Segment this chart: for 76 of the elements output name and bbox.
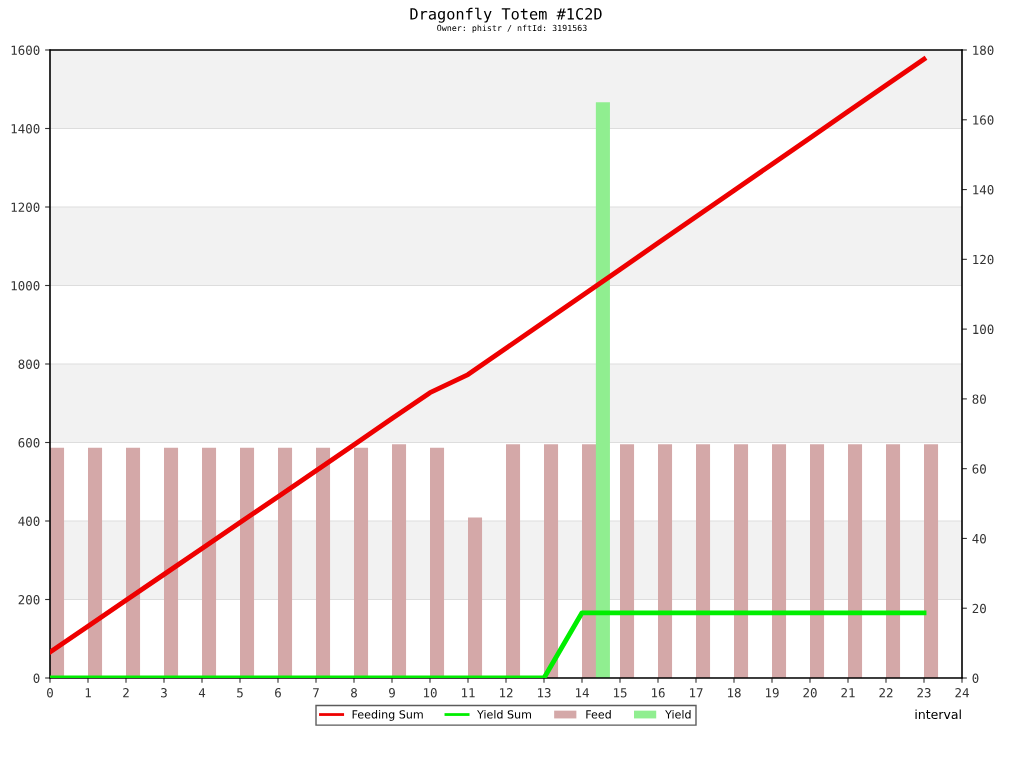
bar: [734, 444, 749, 678]
y-tick-label: 1000: [11, 281, 40, 291]
bar: [202, 447, 217, 678]
x-tick-label: 15: [613, 688, 627, 698]
y2-tick-label: 160: [973, 115, 994, 125]
x-tick-label: 16: [651, 688, 665, 698]
x-tick-label: 11: [461, 688, 475, 698]
bar: [430, 447, 445, 678]
bar: [354, 447, 369, 678]
y-tick-label: 1200: [11, 202, 40, 212]
y-tick-label: 400: [18, 516, 40, 526]
y-tick-label: 600: [18, 438, 40, 448]
bar: [392, 444, 407, 678]
x-tick-label: 18: [727, 688, 741, 698]
y2-tick-label: 140: [973, 185, 994, 195]
x-tick-label: 2: [123, 688, 129, 698]
bar: [772, 444, 787, 678]
x-tick-label: 21: [841, 688, 855, 698]
legend-label: Feeding Sum: [352, 709, 423, 721]
bar: [468, 517, 483, 678]
x-tick-label: 24: [955, 688, 969, 698]
y-tick-label: 1600: [11, 45, 40, 55]
x-tick-label: 22: [879, 688, 893, 698]
bar: [658, 444, 673, 678]
x-tick-label: 12: [499, 688, 513, 698]
x-tick-label: 6: [275, 688, 281, 698]
y2-tick-label: 40: [972, 533, 986, 544]
line-series: [50, 56, 927, 655]
bar: [810, 444, 825, 678]
legend-label: Feed: [586, 709, 611, 719]
y-tick-label: 800: [18, 359, 40, 369]
bar: [848, 444, 863, 678]
x-tick-label: 8: [351, 688, 357, 698]
y2-tick-label: 20: [972, 603, 986, 614]
y2-tick-label: 80: [972, 394, 986, 404]
bar: [506, 444, 521, 678]
chart-subtitle: Owner: phistr / nftId: 3191563: [437, 24, 587, 33]
y2-tick-label: 180: [973, 45, 994, 55]
x-tick-label: 13: [537, 688, 551, 698]
y2-tick-label: 60: [972, 464, 986, 474]
y-tick-label: 200: [18, 595, 40, 605]
bar: [126, 447, 141, 678]
x-tick-label: 3: [161, 688, 167, 698]
legend-label: Yield Sum: [477, 709, 531, 719]
x-tick-label: 23: [917, 688, 931, 698]
bar: [278, 447, 293, 678]
chart-title: Dragonfly Totem #1C2D: [410, 7, 602, 23]
y2-tick-label: 100: [973, 324, 994, 335]
x-tick-label: 10: [423, 688, 437, 698]
bar: [88, 447, 103, 678]
bar: [924, 444, 939, 678]
bar: [544, 444, 559, 678]
y-tick-label: 0: [33, 673, 40, 683]
y-tick-label: 1400: [11, 124, 40, 134]
y2-tick-label: 120: [973, 254, 994, 265]
bar: [595, 102, 610, 678]
x-tick-label: 0: [47, 688, 53, 698]
x-tick-label: 4: [198, 688, 206, 698]
x-tick-label: 1: [85, 688, 91, 698]
x-tick-label: 19: [765, 688, 779, 698]
x-tick-label: 17: [689, 688, 703, 698]
x-tick-label: 14: [575, 688, 589, 698]
legend-label: Yield: [665, 709, 691, 719]
x-tick-label: 9: [389, 688, 395, 698]
bar: [620, 444, 635, 678]
bar: [240, 447, 255, 678]
bar: [696, 444, 711, 678]
x-tick-label: 7: [313, 688, 319, 698]
y2-tick-label: 0: [972, 673, 979, 683]
x-tick-label: 20: [803, 688, 817, 698]
bar: [164, 447, 179, 678]
x-tick-label: 5: [237, 688, 243, 698]
bar: [316, 447, 331, 678]
bar: [582, 444, 597, 678]
bar: [886, 444, 901, 678]
x-axis-title: interval: [915, 709, 961, 720]
